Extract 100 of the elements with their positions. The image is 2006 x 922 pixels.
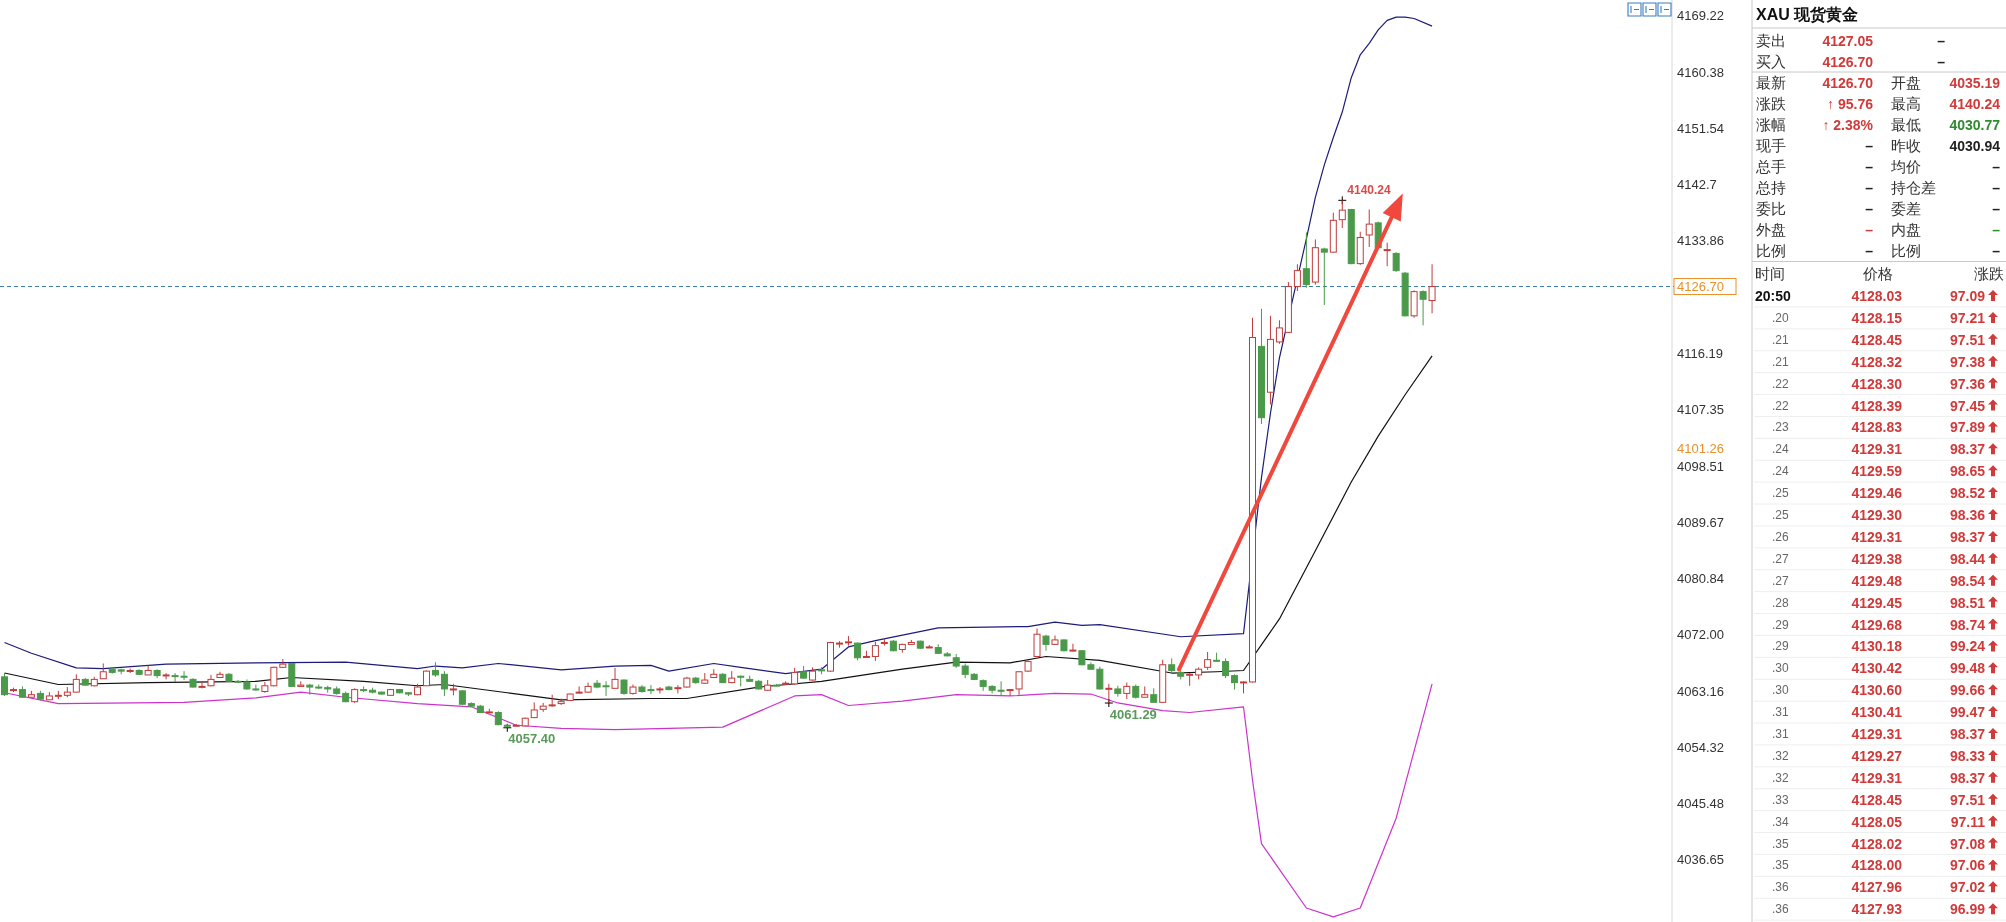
text: 4030.94 xyxy=(1949,137,2000,154)
category-label: 卖出 xyxy=(1756,32,1786,49)
data-label: 97.38 xyxy=(1949,353,1986,370)
data-label: 4130.41 xyxy=(1851,704,1903,721)
data-label: 4129.48 xyxy=(1851,572,1903,589)
y-tick-label: 4036.65 xyxy=(1677,852,1724,868)
text: 时间 xyxy=(1755,264,1785,282)
text: – xyxy=(1865,221,1873,238)
category-label: .34 xyxy=(1772,814,1790,829)
y-tick-label: 4089.67 xyxy=(1677,514,1724,530)
data-label: 4129.31 xyxy=(1851,769,1903,786)
data-label: 4128.00 xyxy=(1851,857,1903,874)
data-label: 4129.45 xyxy=(1851,594,1903,611)
data-label: 97.11 xyxy=(1950,813,1986,830)
text: 4126.70 xyxy=(1822,74,1873,91)
category-label: .25 xyxy=(1772,508,1790,522)
category-label: .22 xyxy=(1772,398,1790,413)
text: – xyxy=(1992,158,2000,175)
data-label: 4128.83 xyxy=(1851,419,1903,436)
ref-line-label: 4126.70 xyxy=(1677,279,1724,295)
category-label: .23 xyxy=(1772,420,1790,435)
text: – xyxy=(1937,32,1945,49)
category-label: 涨跌 xyxy=(1756,95,1786,112)
data-label: 4130.18 xyxy=(1851,638,1903,655)
data-label: 98.44 xyxy=(1949,550,1986,567)
data-label: 97.02 xyxy=(1949,879,1986,896)
category-label: 涨幅 xyxy=(1756,116,1786,133)
category-label: 买入 xyxy=(1756,53,1786,70)
category-label: 现手 xyxy=(1756,137,1786,154)
text: – xyxy=(1865,179,1873,196)
data-label: 97.06 xyxy=(1949,857,1986,874)
data-label: 97.51 xyxy=(1949,791,1986,808)
text: – xyxy=(1992,242,2000,259)
data-label: 97.89 xyxy=(1949,419,1986,436)
data-label: 98.37 xyxy=(1949,726,1986,742)
data-label: 4129.30 xyxy=(1851,507,1903,523)
category-label: 总手 xyxy=(1755,158,1786,175)
text: 4101.26 xyxy=(1677,441,1724,457)
data-label: 98.52 xyxy=(1949,485,1986,502)
y-tick-label: 4054.32 xyxy=(1677,739,1724,755)
category-label: 比例 xyxy=(1891,242,1921,259)
category-label: .21 xyxy=(1772,332,1790,347)
y-tick-label: 4133.86 xyxy=(1677,233,1724,249)
text: 涨跌 xyxy=(1974,264,2004,282)
text: – xyxy=(1865,137,1873,154)
data-label: 4128.39 xyxy=(1851,397,1903,414)
data-label: 97.09 xyxy=(1949,288,1986,304)
text: 4035.19 xyxy=(1949,74,2000,91)
data-label: 98.74 xyxy=(1949,616,1986,633)
category-label: .31 xyxy=(1772,727,1790,741)
category-label: .24 xyxy=(1772,442,1790,457)
category-label: .36 xyxy=(1772,902,1790,917)
category-label: 最高 xyxy=(1891,95,1921,112)
line-series xyxy=(3,16,1433,675)
text: – xyxy=(1865,200,1873,217)
data-label: 4129.68 xyxy=(1851,616,1903,633)
category-label: .29 xyxy=(1772,639,1790,654)
category-label: 开盘 xyxy=(1891,74,1921,91)
data-label: 4128.03 xyxy=(1851,288,1903,304)
data-label: 97.36 xyxy=(1949,375,1986,392)
category-label: .32 xyxy=(1772,748,1790,763)
category-label: .33 xyxy=(1772,792,1790,807)
data-label: 96.99 xyxy=(1949,901,1986,918)
category-label: .35 xyxy=(1772,836,1790,851)
data-label: 4129.38 xyxy=(1851,550,1903,567)
data-label: 97.21 xyxy=(1949,309,1986,326)
data-label: 4129.46 xyxy=(1851,485,1903,502)
data-label: 4129.27 xyxy=(1851,747,1903,764)
y-tick-label: 4160.38 xyxy=(1677,64,1724,80)
category-label: .30 xyxy=(1772,683,1790,698)
category-label: 比例 xyxy=(1756,242,1786,259)
data-label: 4128.05 xyxy=(1851,813,1903,830)
annotation: 4140.24 xyxy=(1347,183,1391,198)
category-label: 持仓差 xyxy=(1891,179,1936,196)
data-label: 4128.45 xyxy=(1851,791,1903,808)
text: – xyxy=(1865,158,1873,175)
text: 4126.70 xyxy=(1822,53,1873,70)
y-tick-label: 4045.48 xyxy=(1677,796,1724,812)
data-label: 97.45 xyxy=(1949,397,1986,414)
y-tick-label: 4072.00 xyxy=(1677,627,1724,643)
category-label: .29 xyxy=(1772,617,1790,632)
text: – xyxy=(1992,200,2000,217)
data-label: 98.51 xyxy=(1949,594,1986,611)
data-label: 98.37 xyxy=(1949,769,1986,786)
text: 4127.05 xyxy=(1822,32,1873,49)
category-label: .26 xyxy=(1772,529,1790,544)
text: – xyxy=(1992,179,2000,196)
category-label: 20:50 xyxy=(1755,288,1792,304)
category-label: 内盘 xyxy=(1891,221,1921,238)
category-label: .20 xyxy=(1772,310,1790,325)
category-label: .24 xyxy=(1772,464,1790,479)
data-label: 98.54 xyxy=(1949,572,1986,589)
y-tick-label: 4080.84 xyxy=(1677,571,1724,587)
y-tick-label: 4151.54 xyxy=(1677,120,1724,136)
category-label: .32 xyxy=(1772,770,1790,785)
data-label: 99.66 xyxy=(1949,682,1986,699)
category-label: 委差 xyxy=(1891,200,1921,217)
y-tick-label: 4116.19 xyxy=(1677,345,1724,361)
data-label: 98.37 xyxy=(1949,528,1986,545)
data-label: 99.24 xyxy=(1949,638,1986,655)
